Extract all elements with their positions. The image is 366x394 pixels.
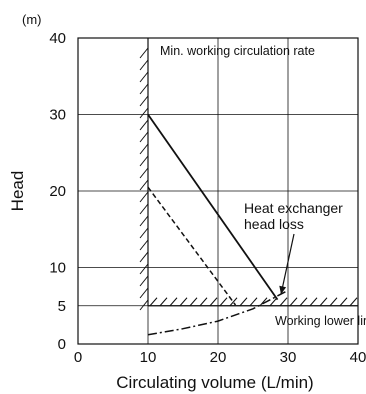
heat-exchanger-label: Heat exchanger bbox=[244, 200, 343, 216]
x-tick-label: 20 bbox=[210, 349, 227, 366]
head-loss-label: head loss bbox=[244, 216, 304, 232]
annotation-arrow bbox=[279, 233, 295, 295]
x-tick-label: 0 bbox=[74, 349, 82, 366]
y-axis-title: Head bbox=[8, 171, 27, 212]
tick-labels: 0 10 20 30 40 0 5 10 20 30 40 bbox=[49, 30, 366, 366]
hatch-mark bbox=[139, 227, 149, 239]
hatch-mark bbox=[139, 203, 149, 215]
hatch-mark bbox=[179, 297, 188, 307]
hatch-mark bbox=[139, 95, 149, 107]
hatch-mark bbox=[149, 297, 158, 307]
hatch-mark bbox=[219, 297, 228, 307]
min-circulation-rate-label: Min. working circulation rate bbox=[160, 44, 315, 58]
hatch-mark bbox=[139, 275, 149, 287]
hatch-mark bbox=[139, 167, 149, 179]
hatch-mark bbox=[289, 297, 298, 307]
y-tick-label: 20 bbox=[49, 183, 66, 200]
hatch-mark bbox=[269, 297, 278, 307]
hatch-mark bbox=[299, 297, 308, 307]
y-axis-unit: (m) bbox=[22, 12, 42, 27]
hatch-mark bbox=[199, 297, 208, 307]
hatch-mark bbox=[139, 215, 149, 227]
hatch-mark bbox=[169, 297, 178, 307]
working-lower-limit-label: Working lower limit bbox=[275, 314, 366, 328]
hatch-mark bbox=[139, 155, 149, 167]
hatch-layer bbox=[139, 38, 358, 311]
hatch-mark bbox=[309, 297, 318, 307]
hatch-mark bbox=[339, 297, 348, 307]
hatch-mark bbox=[189, 297, 198, 307]
series-line-solid bbox=[147, 113, 279, 301]
hatch-mark bbox=[259, 297, 268, 307]
hatch-mark bbox=[139, 251, 149, 263]
hatch-mark bbox=[139, 299, 149, 311]
hatch-mark bbox=[139, 263, 149, 275]
hatch-mark bbox=[139, 179, 149, 191]
hatch-mark bbox=[139, 119, 149, 131]
y-tick-label: 0 bbox=[58, 336, 66, 353]
hatch-mark bbox=[319, 297, 328, 307]
x-tick-label: 30 bbox=[280, 349, 297, 366]
series-line-dash-dot bbox=[147, 289, 289, 336]
hatch-mark bbox=[139, 143, 149, 155]
hatch-mark bbox=[139, 191, 149, 203]
grid-layer bbox=[77, 37, 359, 345]
hatch-mark bbox=[159, 297, 168, 307]
series-layer bbox=[147, 113, 289, 336]
y-tick-label: 5 bbox=[58, 298, 66, 315]
hatch-mark bbox=[329, 297, 338, 307]
hatch-mark bbox=[229, 297, 238, 307]
plot-frame bbox=[77, 37, 359, 345]
series-line-dashed bbox=[147, 186, 237, 306]
hatch-mark bbox=[139, 107, 149, 119]
hatch-mark bbox=[349, 297, 358, 307]
y-tick-label: 40 bbox=[49, 30, 66, 47]
y-tick-label: 30 bbox=[49, 107, 66, 124]
x-axis-title: Circulating volume (L/min) bbox=[116, 373, 313, 392]
annotation-arrowhead bbox=[279, 285, 287, 295]
hatch-mark bbox=[139, 131, 149, 143]
hatch-mark bbox=[139, 239, 149, 251]
y-tick-label: 10 bbox=[49, 260, 66, 277]
hatch-mark bbox=[209, 297, 218, 307]
hatch-mark bbox=[279, 297, 288, 307]
hatch-mark bbox=[139, 287, 149, 299]
hatch-mark bbox=[239, 297, 248, 307]
x-tick-label: 10 bbox=[140, 349, 157, 366]
hatch-mark bbox=[249, 297, 258, 307]
hatch-mark bbox=[139, 71, 149, 83]
hatch-mark bbox=[139, 59, 149, 71]
hatch-mark bbox=[139, 83, 149, 95]
hatch-mark bbox=[139, 47, 149, 59]
x-tick-label: 40 bbox=[350, 349, 366, 366]
annotation-leader bbox=[280, 233, 295, 295]
